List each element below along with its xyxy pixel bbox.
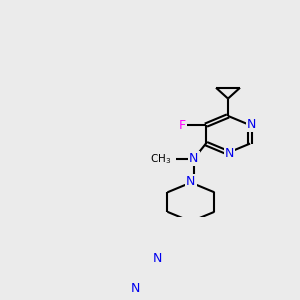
- Text: N: N: [131, 282, 140, 295]
- Text: N: N: [189, 152, 199, 165]
- Text: N: N: [225, 147, 234, 161]
- Text: F: F: [178, 118, 185, 132]
- Text: CH$_3$: CH$_3$: [150, 152, 171, 166]
- Text: N: N: [186, 175, 196, 188]
- Text: N: N: [247, 118, 256, 130]
- Text: N: N: [153, 252, 162, 266]
